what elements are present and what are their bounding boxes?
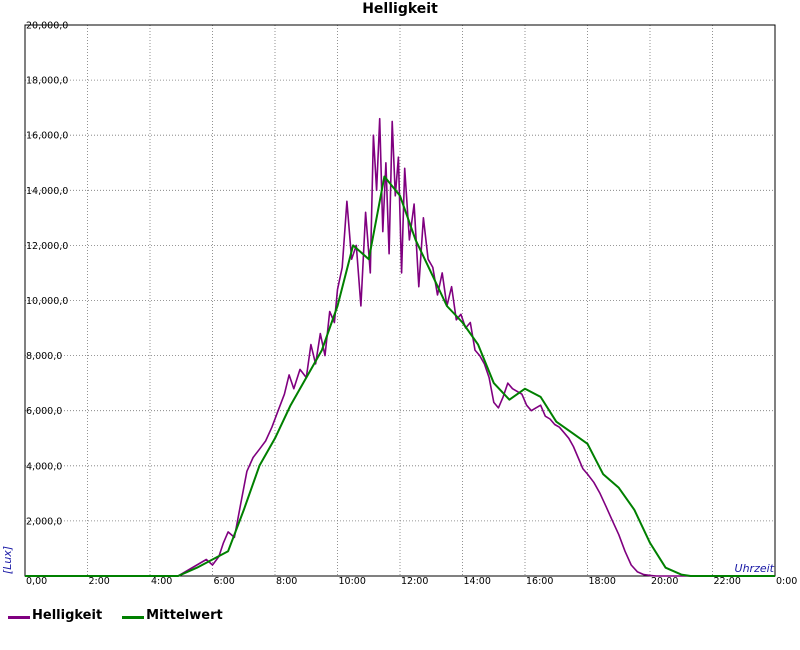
x-tick-label: 22:00 — [714, 576, 741, 587]
legend-label-helligkeit: Helligkeit — [32, 608, 103, 623]
x-tick-label: 18:00 — [589, 576, 616, 587]
series-line-mittelwert — [25, 175, 775, 577]
y-tick-label: 2,000,0 — [26, 516, 62, 527]
y-tick-label: 18,000,0 — [26, 76, 68, 87]
y-tick-label: 20,000,0 — [26, 21, 68, 32]
x-tick-label: 0,00 — [26, 576, 47, 587]
legend-swatch-mittelwert — [122, 616, 145, 619]
y-tick-label: 16,000,0 — [26, 131, 68, 142]
x-tick-label: 6:00 — [214, 576, 235, 587]
grid — [25, 24, 775, 576]
legend-label-mittelwert: Mittelwert — [146, 608, 223, 623]
x-tick-labels: 0,00 2:00 4:00 6:00 8:00 10:00 12:00 14:00 16:00… — [26, 576, 797, 587]
x-tick-label: 0:00 — [776, 576, 797, 587]
y-tick-label: 4,000,0 — [26, 461, 62, 472]
x-tick-label: 4:00 — [151, 576, 172, 587]
plot-frame — [24, 24, 776, 577]
x-tick-label: 10:00 — [339, 576, 366, 587]
y-tick-label: 10,000,0 — [26, 296, 68, 307]
y-axis-label: [Lux] — [1, 546, 14, 574]
x-tick-label: 8:00 — [276, 576, 297, 587]
legend-item-mittelwert: Mittelwert — [122, 608, 223, 623]
legend: Helligkeit Mittelwert — [8, 608, 223, 623]
y-tick-label: 12,000,0 — [26, 241, 68, 252]
x-tick-label: 16:00 — [526, 576, 553, 587]
y-tick-label: 6,000,0 — [26, 406, 62, 417]
series-layer — [25, 117, 775, 577]
x-tick-label: 20:00 — [651, 576, 678, 587]
series-line-helligkeit — [25, 117, 775, 577]
x-tick-label: 14:00 — [464, 576, 491, 587]
legend-swatch-helligkeit — [8, 616, 30, 619]
x-tick-label: 2:00 — [89, 576, 110, 587]
legend-item-helligkeit: Helligkeit — [8, 608, 102, 623]
y-tick-labels: 2,000,0 4,000,0 6,000,0 8,000,0 10,000,0 12,0… — [26, 21, 68, 528]
chart-title: Helligkeit — [362, 1, 438, 17]
y-tick-label: 8,000,0 — [26, 351, 62, 362]
x-tick-label: 12:00 — [401, 576, 428, 587]
x-axis-label: Uhrzeit — [735, 562, 775, 575]
y-tick-label: 14,000,0 — [26, 186, 68, 197]
